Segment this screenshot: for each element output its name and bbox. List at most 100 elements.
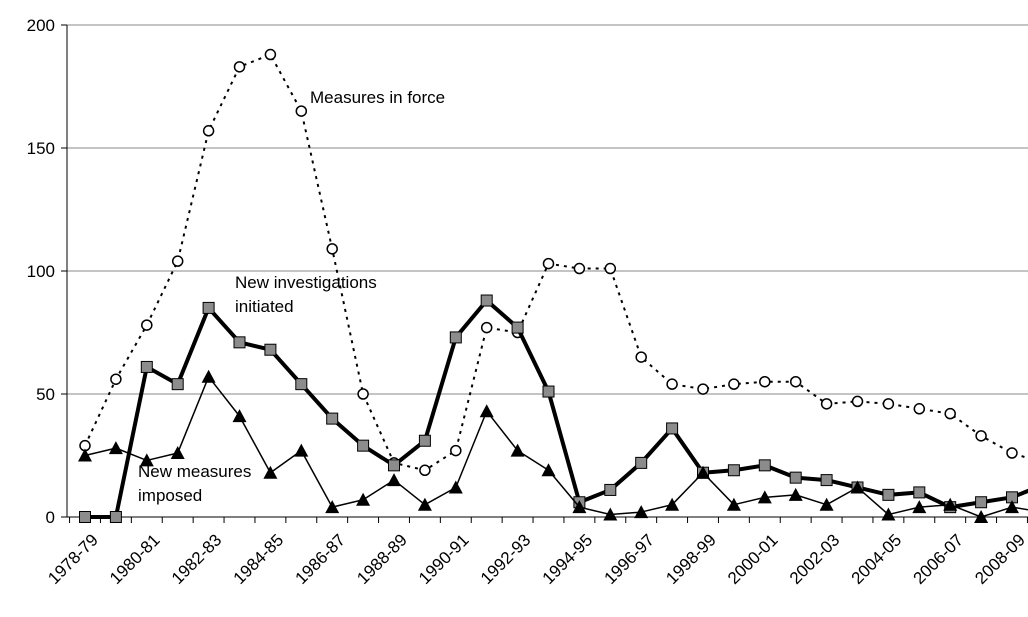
data-point	[542, 385, 555, 398]
data-point	[696, 465, 710, 479]
data-point	[110, 373, 122, 385]
data-point	[109, 511, 122, 523]
data-point	[882, 398, 895, 410]
x-tick-label: 1982-83	[168, 530, 226, 588]
x-tick-label: 2006-07	[909, 530, 967, 588]
data-point	[604, 262, 617, 275]
data-point	[233, 336, 246, 349]
data-point	[78, 448, 92, 462]
x-tick-label: 1998-99	[662, 530, 720, 588]
data-point	[603, 507, 618, 521]
data-point	[419, 464, 431, 477]
x-tick-label: 1992-93	[477, 530, 535, 588]
x-tick-label: 1990-91	[415, 530, 473, 588]
data-point	[789, 471, 802, 484]
data-point	[1006, 447, 1018, 459]
y-tick-label: 200	[27, 16, 55, 35]
data-point	[263, 465, 278, 479]
data-point	[572, 500, 587, 514]
data-point	[356, 492, 371, 506]
data-point	[171, 378, 184, 391]
x-tick-label: 1984-85	[230, 530, 288, 588]
data-point	[788, 487, 803, 501]
data-point	[388, 459, 400, 472]
data-point	[974, 510, 989, 523]
data-point	[635, 351, 647, 363]
x-tick-label: 1986-87	[291, 530, 349, 588]
data-point	[140, 360, 153, 373]
data-point	[79, 511, 91, 523]
data-point	[139, 453, 154, 467]
x-tick-label: 2008-09	[971, 530, 1028, 588]
data-point	[480, 294, 493, 307]
annotation-measures-in-force: Measures in force	[310, 88, 445, 107]
y-tick-label: 50	[36, 385, 55, 404]
data-point	[450, 444, 462, 457]
data-point	[943, 497, 958, 511]
data-point	[418, 434, 431, 447]
data-point	[232, 409, 247, 423]
x-axis-ticks: 1978-79 1980-81 1982-83 1984-85 1986-87 1988-…	[44, 517, 1028, 588]
data-point	[944, 407, 956, 420]
series-line	[84, 376, 1028, 518]
data-point	[573, 262, 586, 275]
data-point	[449, 331, 462, 344]
annotations: Measures in force New investigations init…	[138, 88, 445, 505]
data-point	[975, 496, 988, 509]
data-point	[326, 243, 338, 255]
data-point	[881, 507, 896, 521]
data-point	[171, 255, 184, 267]
data-point	[697, 383, 709, 395]
x-tick-label: 2002-03	[786, 530, 844, 588]
data-point	[727, 464, 740, 477]
data-point	[233, 61, 246, 73]
y-axis-ticks: 0 50 100 150 200	[27, 16, 67, 527]
data-point	[448, 480, 463, 494]
x-tick-label: 1980-81	[106, 530, 164, 588]
data-point	[851, 395, 864, 408]
data-point	[480, 321, 493, 334]
data-point	[511, 321, 524, 334]
data-point	[325, 500, 340, 514]
annotation-new-measures: New measures imposed	[138, 462, 251, 505]
x-tick-label: 2004-05	[848, 530, 906, 588]
data-point	[387, 473, 401, 487]
data-point	[264, 343, 277, 356]
data-point	[758, 459, 771, 472]
x-tick-label: 1978-79	[44, 530, 102, 588]
y-tick-label: 0	[46, 508, 55, 527]
data-point	[666, 422, 679, 435]
data-point	[417, 497, 432, 511]
data-point	[666, 378, 678, 390]
series-layer	[78, 48, 1028, 523]
data-point	[201, 369, 216, 383]
data-point	[357, 439, 370, 452]
data-point	[295, 378, 308, 391]
data-point	[913, 403, 926, 415]
gridlines	[67, 24, 1028, 395]
series-2	[78, 369, 1028, 523]
x-tick-label: 1996-97	[600, 530, 658, 588]
data-point	[635, 456, 648, 469]
data-point	[326, 412, 339, 425]
data-point	[665, 497, 680, 511]
series-1	[79, 294, 1028, 523]
data-point	[202, 125, 215, 137]
data-point	[634, 505, 649, 519]
data-point	[294, 443, 309, 457]
x-tick-label: 1988-89	[353, 530, 411, 588]
data-point	[510, 443, 525, 457]
x-tick-label: 2000-01	[724, 530, 782, 588]
annotation-new-investigations: New investigations initiated	[235, 273, 377, 316]
data-point	[264, 48, 277, 61]
data-point	[789, 375, 802, 388]
data-point	[479, 404, 494, 418]
data-point	[108, 441, 123, 455]
data-point	[728, 378, 740, 390]
data-point	[1005, 500, 1019, 514]
data-point	[726, 497, 741, 511]
data-point	[542, 257, 555, 270]
data-point	[820, 398, 833, 410]
data-point	[820, 474, 833, 487]
